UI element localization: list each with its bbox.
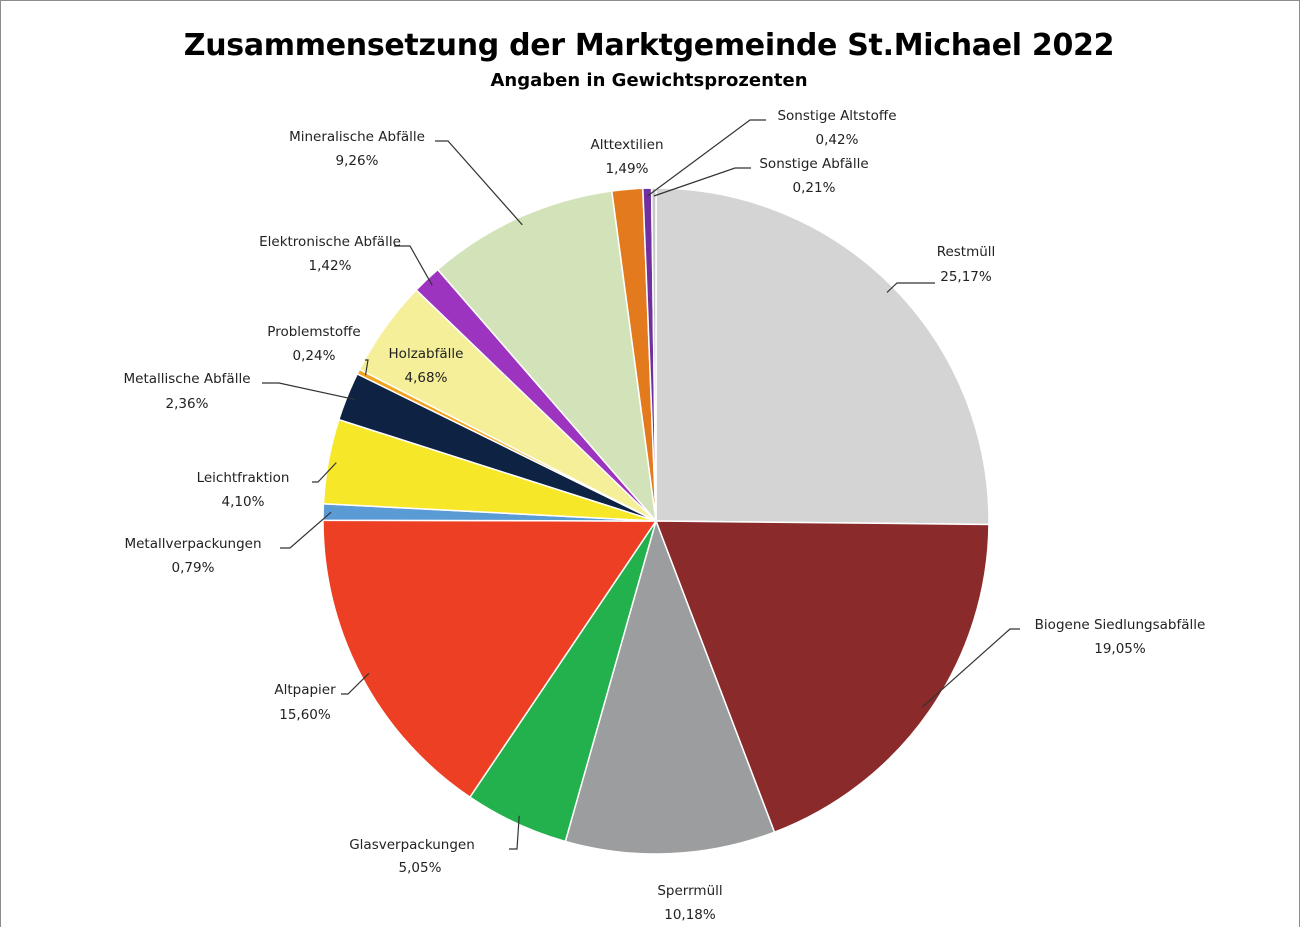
leader-line-mineralische-abfaelle — [435, 140, 523, 226]
slice-label-name: Holzabfälle — [389, 346, 464, 362]
slice-label-name: Sonstige Altstoffe — [777, 108, 896, 124]
slice-label-name: Glasverpackungen — [349, 837, 475, 853]
slice-label-name: Restmüll — [937, 244, 996, 260]
slice-label-name: Alttextilien — [590, 137, 663, 153]
slice-label-name: Sonstige Abfälle — [759, 156, 868, 172]
pie-slice-biogene-siedlungsabfaelle — [654, 520, 990, 834]
slice-label-name: Problemstoffe — [267, 324, 360, 340]
slice-label-value: 9,26% — [336, 153, 379, 169]
pie-slice-sonstige-abfaelle — [650, 187, 657, 522]
slice-label-value: 1,49% — [606, 161, 649, 177]
slice-label-value: 15,60% — [279, 707, 331, 723]
slice-label-value: 25,17% — [940, 269, 992, 285]
leader-line-metallverpackungen — [280, 511, 332, 549]
leader-line-metallische-abfaelle — [262, 382, 355, 400]
leader-lines — [262, 119, 1020, 850]
leader-line-leichtfraktion — [312, 462, 337, 483]
pie-slice-mineralische-abfaelle — [436, 190, 658, 524]
slice-label-name: Mineralische Abfälle — [289, 129, 425, 145]
slice-label-name: Elektronische Abfälle — [259, 234, 401, 250]
slice-label-name: Leichtfraktion — [197, 470, 290, 486]
chart-title: Zusammensetzung der Marktgemeinde St.Mic… — [183, 28, 1115, 63]
slice-label-value: 4,68% — [405, 370, 448, 386]
slice-label-name: Sperrmüll — [657, 883, 722, 899]
chart-subtitle: Angaben in Gewichtsprozenten — [490, 70, 808, 91]
slice-label-value: 10,18% — [664, 907, 716, 923]
pie-slice-sperrmuell — [564, 518, 776, 855]
slice-label-value: 0,79% — [172, 560, 215, 576]
leader-line-restmuell — [886, 282, 935, 293]
data-labels: Restmüll 25,17% Biogene Siedlungsabfälle 19… — [123, 108, 1205, 923]
slice-label-value: 5,05% — [399, 860, 442, 876]
leader-line-altpapier — [341, 672, 370, 695]
slice-label-name: Metallverpackungen — [124, 536, 261, 552]
slice-label-value: 0,42% — [816, 132, 859, 148]
slice-label-name: Biogene Siedlungsabfälle — [1035, 617, 1206, 633]
pie-slices — [322, 187, 990, 855]
slice-label-value: 0,21% — [793, 180, 836, 196]
slice-label-value: 1,42% — [309, 258, 352, 274]
slice-label-name: Altpapier — [274, 682, 336, 698]
leader-line-sonstige-abfaelle — [653, 167, 751, 197]
leader-line-sonstige-altstoffe — [647, 119, 766, 197]
slice-label-name: Metallische Abfälle — [123, 371, 250, 387]
pie-slice-altpapier — [322, 519, 658, 799]
leader-line-elektronische-abfaelle — [394, 245, 433, 286]
leader-line-problemstoffe — [364, 359, 369, 376]
leader-line-glasverpackungen — [509, 815, 520, 850]
slice-label-value: 2,36% — [166, 396, 209, 412]
pie-slice-restmuell — [655, 187, 990, 526]
slice-label-value: 0,24% — [293, 348, 336, 364]
slice-label-value: 4,10% — [222, 494, 265, 510]
slice-label-value: 19,05% — [1094, 641, 1146, 657]
leader-line-biogene-siedlungsabfaelle — [922, 628, 1020, 708]
